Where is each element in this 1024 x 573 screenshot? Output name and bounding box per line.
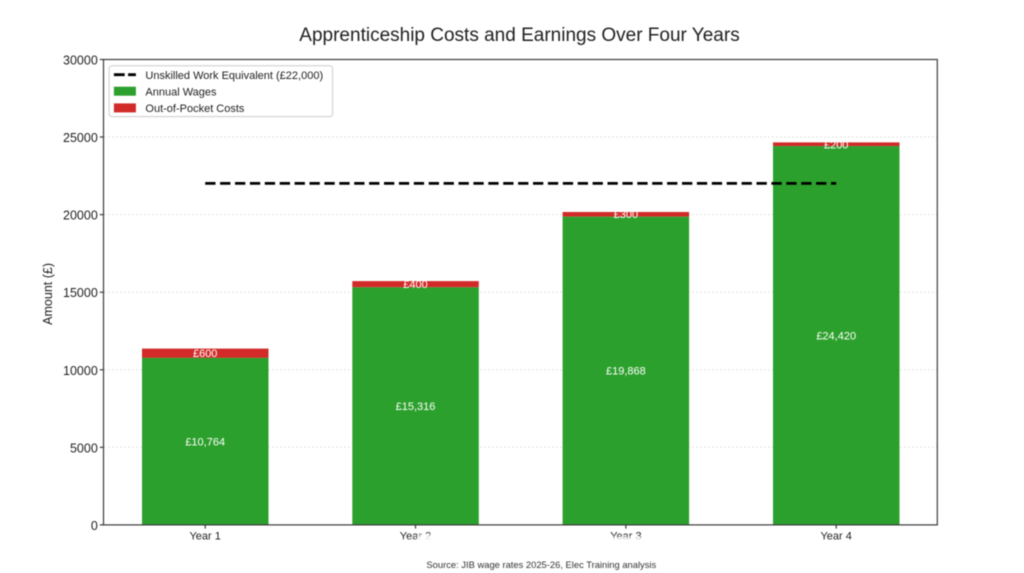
svg-text:Year 4: Year 4	[820, 531, 851, 543]
svg-text:Apprenticeship Costs and Earni: Apprenticeship Costs and Earnings Over F…	[299, 25, 739, 46]
svg-text:25000: 25000	[63, 131, 98, 145]
svg-text:Annual Wages: Annual Wages	[145, 87, 217, 99]
svg-text:15000: 15000	[63, 286, 98, 300]
svg-text:5000: 5000	[70, 441, 98, 455]
svg-text:£24,420: £24,420	[816, 330, 856, 342]
svg-text:Year 1: Year 1	[189, 531, 220, 543]
svg-text:£15,316: £15,316	[396, 401, 436, 413]
svg-text:0: 0	[91, 519, 98, 533]
svg-text:Source: JIB wage rates 2025-26: Source: JIB wage rates 2025-26, Elec Tra…	[426, 559, 656, 570]
svg-text:£19,868: £19,868	[606, 366, 646, 378]
svg-text:30000: 30000	[63, 54, 98, 68]
svg-text:£10,764: £10,764	[185, 436, 225, 448]
svg-text:Amount (£): Amount (£)	[41, 263, 55, 325]
svg-text:10000: 10000	[63, 364, 98, 378]
svg-text:20000: 20000	[63, 209, 98, 223]
svg-text:£600: £600	[193, 348, 217, 360]
svg-text:£400: £400	[403, 279, 427, 291]
svg-text:£200: £200	[824, 139, 848, 151]
svg-text:Out-of-Pocket Costs: Out-of-Pocket Costs	[145, 103, 245, 115]
svg-text:£300: £300	[614, 209, 638, 221]
svg-text:Unskilled Work Equivalent (£22: Unskilled Work Equivalent (£22,000)	[145, 70, 323, 82]
